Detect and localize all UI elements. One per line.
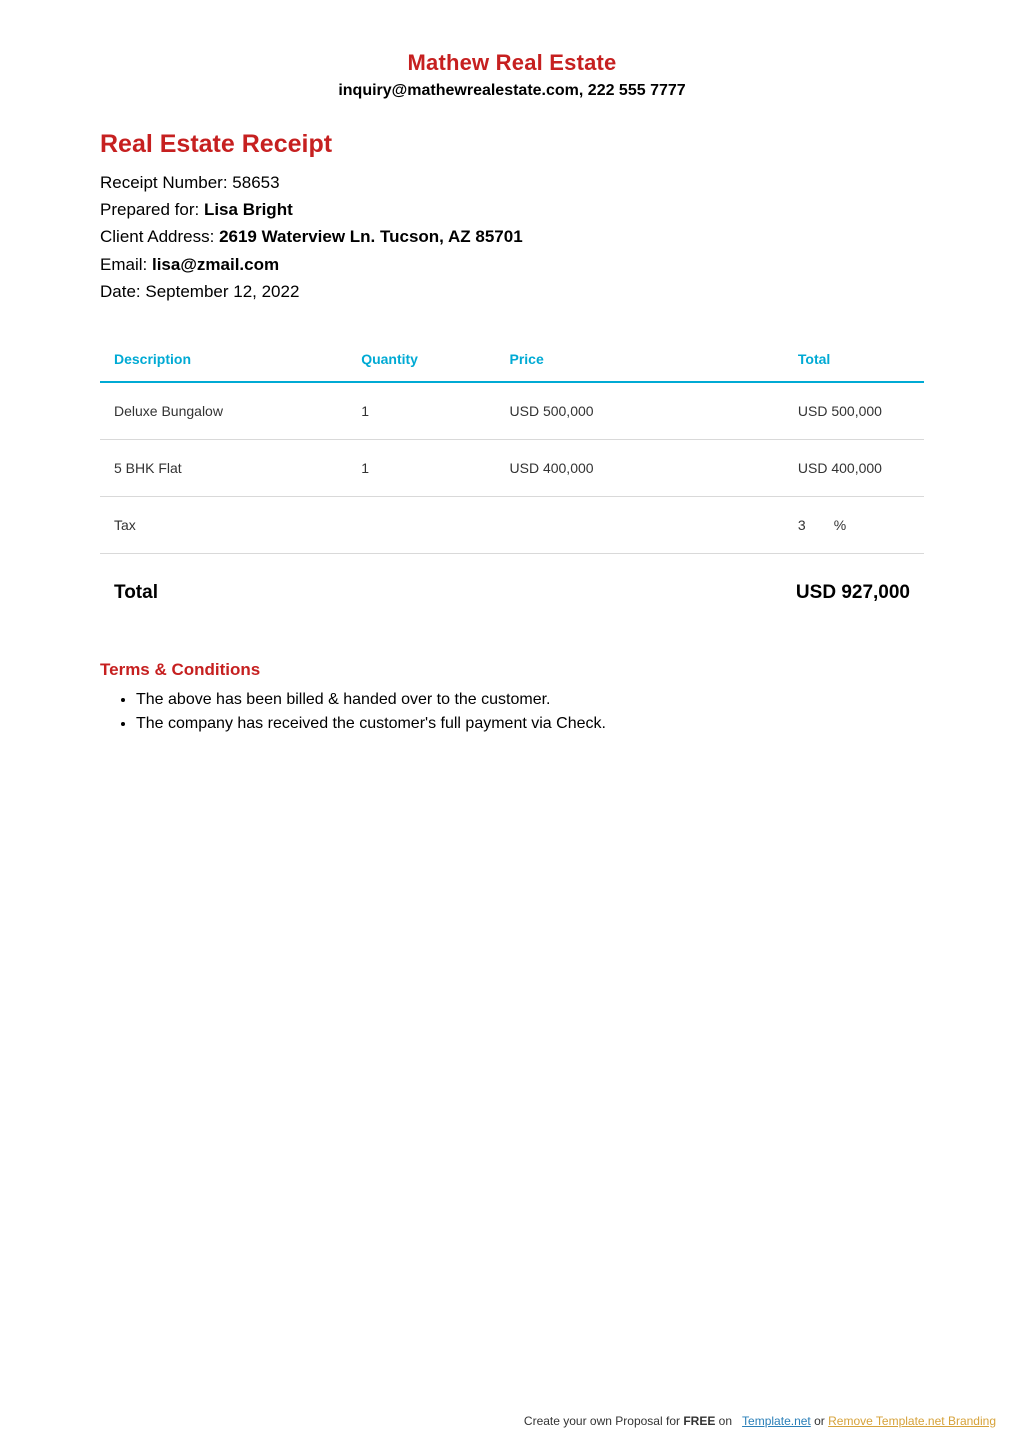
email-label: Email:: [100, 255, 152, 274]
terms-heading: Terms & Conditions: [100, 660, 924, 680]
grand-total-value: USD 927,000: [796, 582, 910, 604]
cell-price: USD 500,000: [496, 382, 784, 440]
cell-description: Deluxe Bungalow: [100, 382, 347, 440]
tax-row: Tax 3 %: [100, 496, 924, 553]
receipt-number-label: Receipt Number:: [100, 173, 232, 192]
terms-item: The above has been billed & handed over …: [136, 688, 924, 712]
footer-branding: Create your own Proposal for FREE on Tem…: [524, 1414, 996, 1428]
cell-description: 5 BHK Flat: [100, 439, 347, 496]
company-name: Mathew Real Estate: [100, 50, 924, 76]
footer-link-remove-branding[interactable]: Remove Template.net Branding: [828, 1414, 996, 1428]
terms-item: The company has received the customer's …: [136, 712, 924, 736]
document-title: Real Estate Receipt: [100, 130, 924, 159]
footer-on: on: [715, 1414, 732, 1428]
prepared-for-label: Prepared for:: [100, 200, 204, 219]
receipt-info: Receipt Number: 58653 Prepared for: Lisa…: [100, 169, 924, 305]
cell-quantity: 1: [347, 382, 495, 440]
grand-total-label: Total: [114, 582, 158, 604]
date-label: Date:: [100, 282, 145, 301]
footer-link-template[interactable]: Template.net: [742, 1414, 811, 1428]
client-address: 2619 Waterview Ln. Tucson, AZ 85701: [219, 227, 523, 246]
receipt-date: September 12, 2022: [145, 282, 299, 301]
footer-prefix: Create your own Proposal for: [524, 1414, 683, 1428]
cell-total: USD 500,000: [784, 382, 924, 440]
client-address-label: Client Address:: [100, 227, 219, 246]
table-row: Deluxe Bungalow 1 USD 500,000 USD 500,00…: [100, 382, 924, 440]
terms-list: The above has been billed & handed over …: [100, 688, 924, 736]
footer-free: FREE: [683, 1414, 715, 1428]
cell-price: USD 400,000: [496, 439, 784, 496]
client-email: lisa@zmail.com: [152, 255, 279, 274]
tax-value: 3: [798, 517, 806, 533]
col-total: Total: [784, 337, 924, 382]
tax-unit: %: [834, 517, 846, 533]
tax-label: Tax: [100, 496, 347, 553]
col-quantity: Quantity: [347, 337, 495, 382]
cell-total: USD 400,000: [784, 439, 924, 496]
receipt-number: 58653: [232, 173, 279, 192]
cell-quantity: 1: [347, 439, 495, 496]
footer-or: or: [811, 1414, 828, 1428]
company-contact: inquiry@mathewrealestate.com, 222 555 77…: [100, 82, 924, 100]
table-row: 5 BHK Flat 1 USD 400,000 USD 400,000: [100, 439, 924, 496]
col-description: Description: [100, 337, 347, 382]
prepared-for: Lisa Bright: [204, 200, 293, 219]
line-items-table: Description Quantity Price Total Deluxe …: [100, 337, 924, 554]
col-price: Price: [496, 337, 784, 382]
